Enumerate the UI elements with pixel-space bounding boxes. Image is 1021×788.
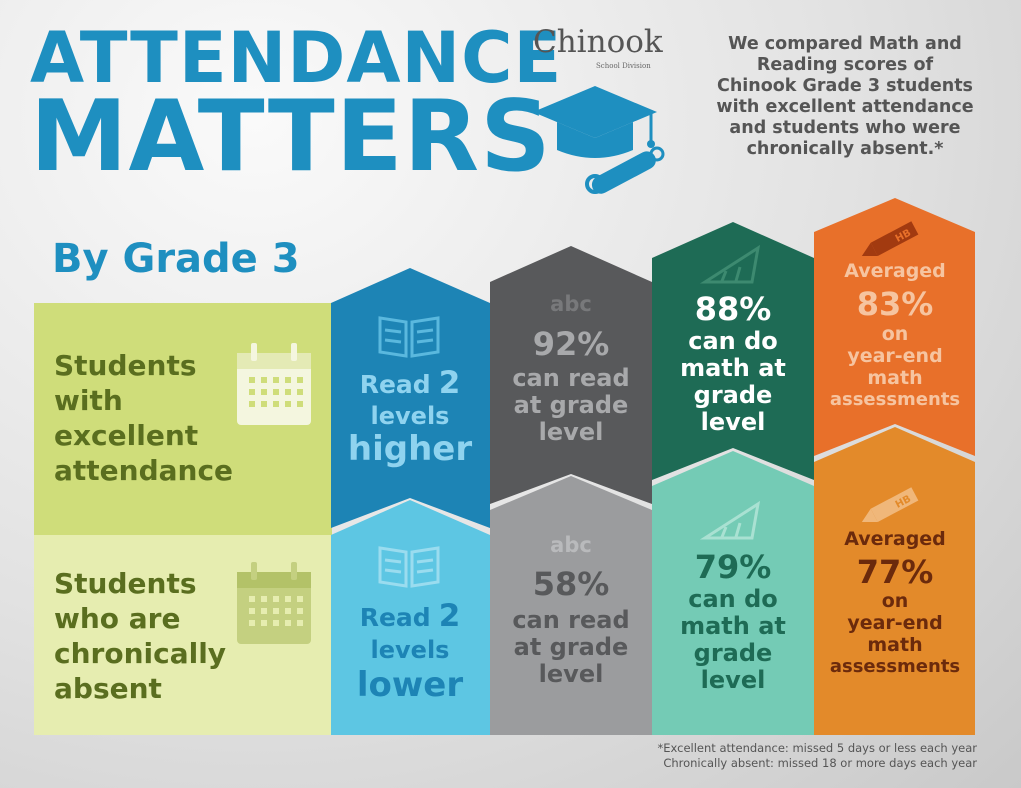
col4-absent-line: on <box>882 590 909 612</box>
col2-excellent-value: 92% <box>533 325 610 363</box>
calendar-icon <box>237 343 311 425</box>
col3-excellent-value: 88% <box>695 290 772 328</box>
col4-excellent-line: on <box>882 323 909 345</box>
col2-absent-value: 58% <box>533 565 610 603</box>
col4-excellent-line: year-end <box>847 345 942 367</box>
col2-excellent-line: at grade <box>514 391 629 419</box>
graduation-cap-icon <box>533 86 665 194</box>
read-word: Read <box>360 370 431 399</box>
intro-text: We compared Math and Reading scores of C… <box>700 34 990 160</box>
col3-absent-line: grade <box>694 639 773 667</box>
abc-icon: abc <box>550 533 592 557</box>
col2-excellent-line: can read <box>512 364 629 392</box>
col3-absent-value: 79% <box>695 548 772 586</box>
col4-excellent-line: assessments <box>830 389 960 410</box>
title-matters: MATTERS <box>30 80 552 194</box>
intro-line: chronically absent.* <box>746 139 944 159</box>
col3-absent-line: can do <box>688 585 778 613</box>
col2-excellent-line: level <box>539 418 604 446</box>
intro-line: Chinook Grade 3 students <box>717 76 973 96</box>
intro-line: Reading scores of <box>756 55 934 75</box>
row-label-line: Students <box>54 349 197 382</box>
col2-absent-line: level <box>539 660 604 688</box>
col4-excellent-pre: Averaged <box>844 260 946 282</box>
calendar-icon <box>237 562 311 644</box>
col4-absent-value: 77% <box>857 553 934 591</box>
chinook-logo-subtext: School Division <box>596 62 651 70</box>
col3-absent-line: level <box>701 666 766 694</box>
col4-absent-line: math <box>867 634 922 656</box>
col1-excellent-levels: levels <box>371 402 450 430</box>
col3-excellent-line: grade <box>694 381 773 409</box>
row-label-line: who are <box>54 602 181 635</box>
col1-absent-lower: lower <box>357 665 463 705</box>
row-label-line: excellent <box>54 419 199 452</box>
intro-line: with excellent attendance <box>716 97 974 117</box>
col4-absent-block <box>814 427 975 735</box>
footnote-absent: Chronically absent: missed 18 or more da… <box>663 756 977 770</box>
col1-absent-read: Read 2 <box>360 598 461 634</box>
book-icon <box>378 316 440 358</box>
col4-excellent-line: math <box>867 367 922 389</box>
col4-absent-pre: Averaged <box>844 528 946 550</box>
level-number: 2 <box>439 598 461 634</box>
col3-excellent-block <box>652 222 814 480</box>
book-icon <box>378 546 440 588</box>
footnote-excellent: *Excellent attendance: missed 5 days or … <box>657 741 977 755</box>
chinook-logo: Chinook <box>533 24 663 60</box>
row-label-line: with <box>54 384 123 417</box>
col1-excellent-block <box>331 268 490 528</box>
col4-absent-line: assessments <box>830 656 960 677</box>
excellent-attendance-label: Students with excellent attendance <box>54 348 233 488</box>
intro-line: and students who were <box>729 118 961 138</box>
chronically-absent-label: Students who are chronically absent <box>54 566 226 706</box>
row-label-line: Students <box>54 567 197 600</box>
col2-excellent-block <box>490 246 652 504</box>
abc-icon: abc <box>550 292 592 316</box>
col3-excellent-line: can do <box>688 327 778 355</box>
col4-excellent-block <box>814 198 975 456</box>
col4-absent-line: year-end <box>847 612 942 634</box>
level-number: 2 <box>439 365 461 401</box>
row-label-line: chronically <box>54 637 227 670</box>
col2-absent-block <box>490 476 652 735</box>
ruler-triangle-icon <box>699 500 761 540</box>
title-attendance: ATTENDANCE <box>30 17 563 99</box>
col3-excellent-line: math at <box>680 354 786 382</box>
subtitle-by-grade: By Grade 3 <box>52 236 300 282</box>
read-word: Read <box>360 603 431 632</box>
col4-excellent-value: 83% <box>857 285 934 323</box>
ruler-triangle-icon <box>699 244 761 284</box>
row-label-line: absent <box>54 672 162 705</box>
col3-absent-block <box>652 451 814 735</box>
col3-excellent-line: level <box>701 408 766 436</box>
col1-excellent-higher: higher <box>348 429 472 469</box>
col2-absent-line: at grade <box>514 633 629 661</box>
col1-absent-block <box>331 500 490 735</box>
col1-absent-levels: levels <box>371 636 450 664</box>
col2-absent-line: can read <box>512 606 629 634</box>
intro-line: We compared Math and <box>728 34 962 54</box>
col1-excellent-read: Read 2 <box>360 365 461 401</box>
col3-absent-line: math at <box>680 612 786 640</box>
row-label-line: attendance <box>54 454 234 487</box>
